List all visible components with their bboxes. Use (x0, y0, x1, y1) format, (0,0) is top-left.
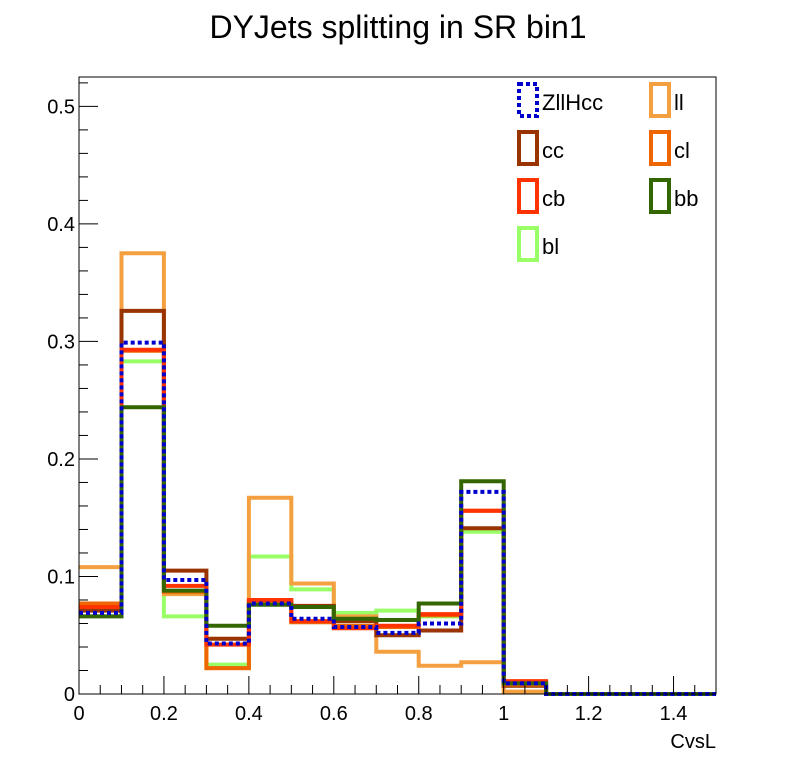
legend-swatch-bl (517, 226, 539, 262)
legend-swatch-cc (517, 130, 539, 166)
y-tick-label: 0 (64, 684, 75, 706)
y-tick-label: 0.2 (47, 449, 75, 471)
series-cc-line (79, 308, 716, 696)
legend-swatch-bb (649, 178, 671, 214)
x-tick-label: 0.8 (405, 703, 433, 725)
x-tick-label: 0 (73, 703, 84, 725)
x-tick-label: 0.2 (150, 703, 178, 725)
x-tick-label: 1.4 (660, 703, 688, 725)
legend-label-ll: ll (674, 90, 684, 115)
plot-frame (78, 76, 717, 695)
x-axis-label: CvsL (670, 731, 716, 753)
legend-label-bl: bl (542, 234, 559, 259)
chart-title: DYJets splitting in SR bin1 (209, 9, 586, 45)
x-tick-label: 1 (498, 703, 509, 725)
x-tick-label: 0.4 (235, 703, 263, 725)
legend-label-cl: cl (674, 138, 690, 163)
legend-label-cb: cb (542, 186, 565, 211)
legend-swatch-ll (649, 82, 671, 118)
legend-swatch-cl (649, 130, 671, 166)
y-tick-label: 0.5 (47, 96, 75, 118)
legend: ZllHcc ll cc cl cb bb bl (517, 82, 698, 262)
legend-label-bb: bb (674, 186, 698, 211)
series-zllhcc-line (79, 340, 716, 696)
series-bl-line (79, 359, 716, 696)
y-tick-label: 0.3 (47, 331, 75, 353)
histogram-series-group (79, 251, 716, 696)
legend-label-zllhcc: ZllHcc (542, 90, 603, 115)
series-cl-line (79, 348, 716, 696)
y-tick-label: 0.4 (47, 214, 75, 236)
x-tick-label: 0.6 (320, 703, 348, 725)
series-cb-line (79, 347, 716, 696)
legend-swatch-zllhcc (517, 82, 539, 118)
legend-swatch-cb (517, 178, 539, 214)
x-tick-label: 1.2 (575, 703, 603, 725)
y-tick-label: 0.1 (47, 566, 75, 588)
legend-label-cc: cc (542, 138, 564, 163)
axes-group: 0 0.2 0.4 0.6 0.8 1 1.2 1.4 0 0.1 0.2 0.3 0.4 0.5 (47, 82, 717, 725)
